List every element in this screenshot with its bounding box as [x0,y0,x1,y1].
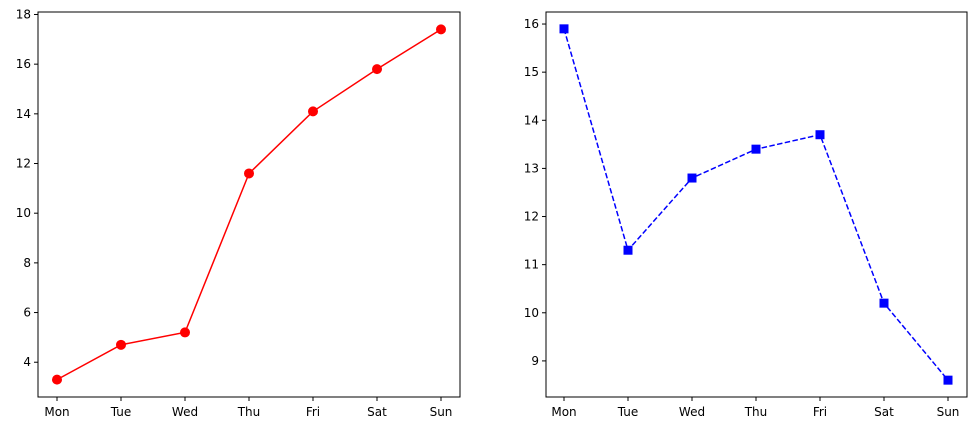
axes-frame [545,11,968,398]
x-tick-label: Thu [237,405,261,419]
x-tick-label: Mon [44,405,69,419]
y-tick-label: 14 [524,113,539,127]
x-tick-label: Thu [744,405,768,419]
x-tick-label: Sat [367,405,387,419]
axes-frame [37,11,461,398]
data-point [943,375,953,385]
x-tick-label: Fri [306,405,320,419]
y-tick-label: 10 [16,206,31,220]
data-point [559,24,569,34]
data-point [372,64,382,75]
x-tick-label: Fri [813,405,827,419]
series-line [563,28,949,381]
data-point [308,106,318,117]
y-tick-label: 6 [23,306,31,320]
y-tick-label: 4 [23,355,31,369]
data-point [751,144,761,154]
data-point [623,245,633,255]
x-tick-label: Sun [430,405,453,419]
x-tick-label: Sun [937,405,960,419]
series-line [56,28,442,381]
data-point [52,374,62,385]
y-tick-label: 16 [524,17,539,31]
y-tick-label: 12 [524,210,539,224]
x-tick-label: Tue [617,405,639,419]
data-point [879,298,889,308]
x-tick-label: Wed [679,405,705,419]
right-line-chart: 9 10 11 12 13 14 15 16 Mon Tue Wed Thu Fri Sat Sun [524,11,968,419]
y-tick-label: 16 [16,57,31,71]
y-tick-label: 14 [16,107,31,121]
y-tick-label: 15 [524,65,539,79]
y-tick-label: 11 [524,258,539,272]
data-point [116,339,126,350]
y-tick-label: 12 [16,157,31,171]
data-point [436,24,446,35]
data-point [244,168,254,179]
x-tick-label: Tue [110,405,132,419]
data-point [687,173,697,183]
y-tick-label: 18 [16,7,31,21]
y-tick-label: 8 [23,256,31,270]
left-line-chart: 4 6 8 10 12 14 16 18 Mon Tue Wed Thu Fri Sat Sun [16,7,461,419]
x-tick-label: Sat [874,405,894,419]
y-tick-label: 10 [524,306,539,320]
x-tick-label: Mon [551,405,576,419]
y-tick-label: 9 [531,354,539,368]
y-tick-label: 13 [524,161,539,175]
x-tick-label: Wed [172,405,198,419]
data-point [815,130,825,140]
data-point [180,327,190,338]
